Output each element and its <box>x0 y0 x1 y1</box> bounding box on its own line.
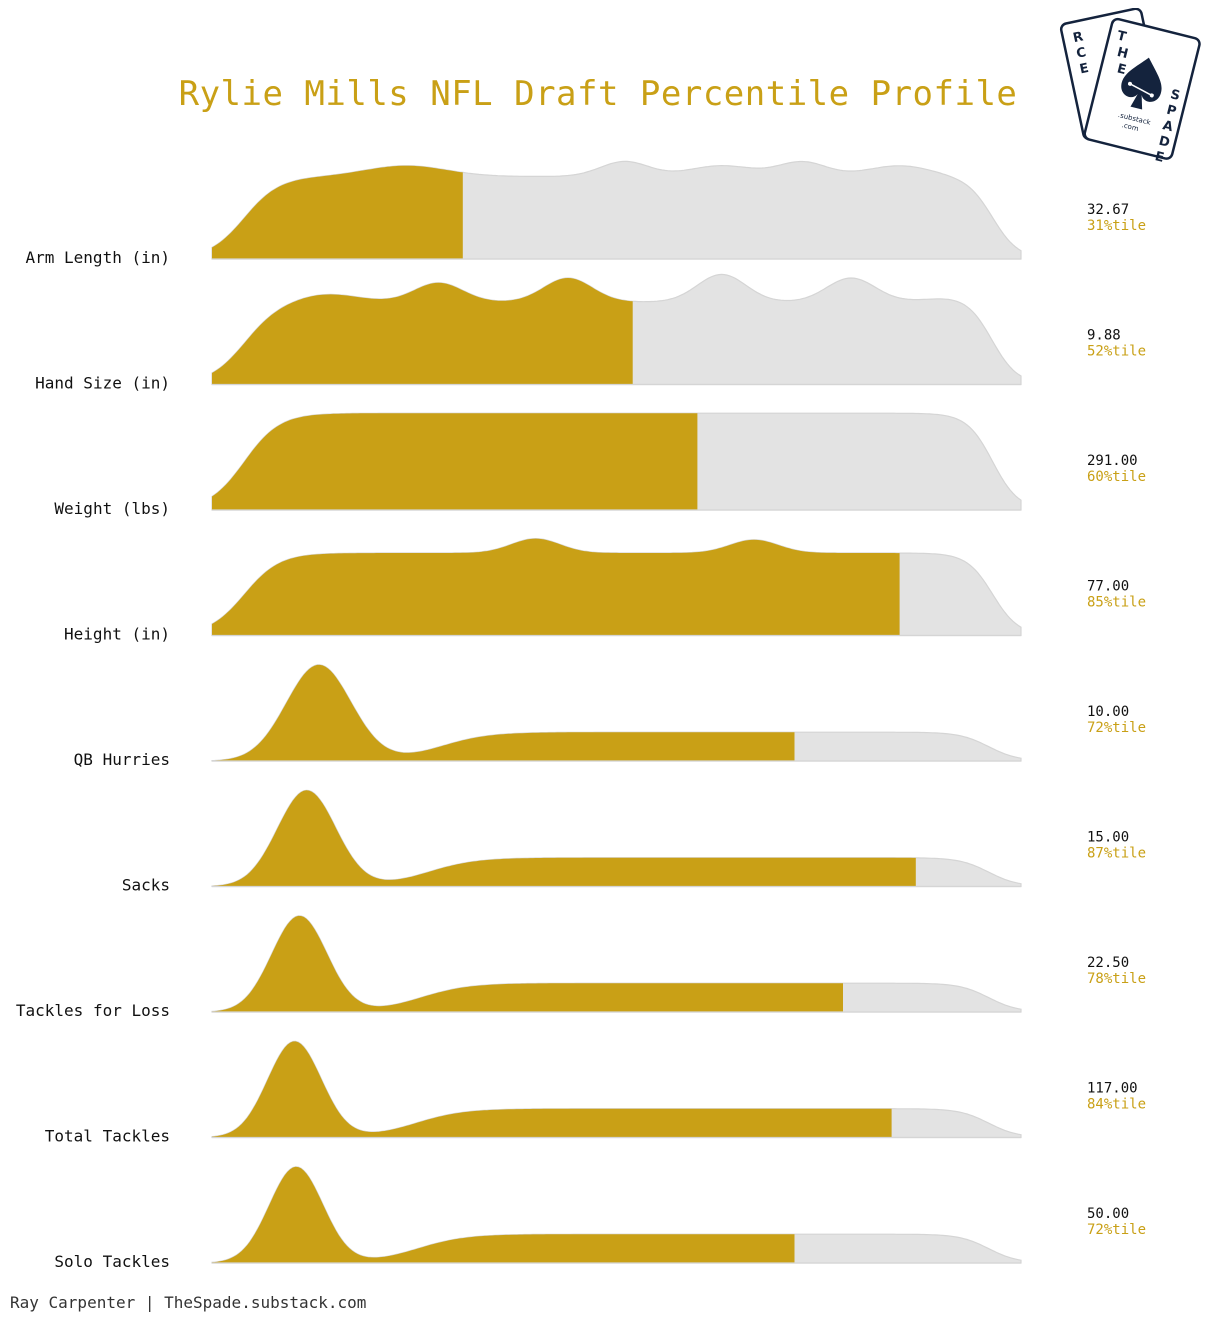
row-value: 32.67 <box>1087 202 1129 218</box>
row-label: Weight (lbs) <box>54 499 170 518</box>
svg-text:A: A <box>1161 118 1174 135</box>
ridge-percentile-fill <box>212 413 698 510</box>
row-value: 10.00 <box>1087 704 1129 720</box>
row-percentile: 60%tile <box>1087 469 1146 485</box>
ridge-percentile-fill <box>212 664 795 761</box>
ridge-percentile-fill <box>212 278 633 385</box>
svg-text:.com: .com <box>1121 121 1140 133</box>
row-value: 22.50 <box>1087 955 1129 971</box>
svg-text:D: D <box>1157 134 1171 151</box>
svg-text:P: P <box>1165 103 1178 120</box>
row-percentile: 72%tile <box>1087 1222 1146 1238</box>
row-percentile: 52%tile <box>1087 344 1146 360</box>
row-percentile: 31%tile <box>1087 218 1146 234</box>
ridge-percentile-fill <box>212 1041 892 1138</box>
ridge-percentile-fill <box>212 1166 795 1263</box>
row-percentile: 85%tile <box>1087 595 1146 611</box>
svg-text:E: E <box>1153 149 1165 166</box>
row-label: QB Hurries <box>74 750 170 769</box>
row-label: Arm Length (in) <box>26 248 171 267</box>
row-percentile: 72%tile <box>1087 720 1146 736</box>
ridge-percentile-fill <box>212 538 900 636</box>
chart-title: Rylie Mills NFL Draft Percentile Profile <box>178 74 1018 114</box>
row-percentile: 84%tile <box>1087 1097 1146 1113</box>
svg-text:C: C <box>1075 45 1087 62</box>
row-label: Tackles for Loss <box>16 1001 170 1020</box>
footer-credit: Ray Carpenter | TheSpade.substack.com <box>10 1293 367 1312</box>
row-value: 9.88 <box>1087 328 1121 344</box>
row-label: Sacks <box>122 876 170 895</box>
svg-text:E: E <box>1115 61 1127 78</box>
row-percentile: 78%tile <box>1087 971 1146 987</box>
row-value: 291.00 <box>1087 453 1138 469</box>
the-spade-logo: R C E T H E S P A D E .substack .com <box>1059 8 1201 166</box>
row-percentile: 87%tile <box>1087 846 1146 862</box>
row-value: 77.00 <box>1087 579 1129 595</box>
svg-text:R: R <box>1072 29 1085 46</box>
ridge-percentile-fill <box>212 790 916 887</box>
ridge-percentile-fill <box>212 165 463 259</box>
ridge-percentile-fill <box>212 915 843 1012</box>
row-label: Solo Tackles <box>54 1252 170 1271</box>
row-label: Hand Size (in) <box>35 374 170 393</box>
svg-text:T: T <box>1115 28 1127 45</box>
svg-text:S: S <box>1169 87 1182 104</box>
row-value: 117.00 <box>1087 1081 1138 1097</box>
svg-text:E: E <box>1078 61 1090 78</box>
svg-text:H: H <box>1115 45 1129 62</box>
row-label: Total Tackles <box>45 1127 170 1146</box>
row-value: 50.00 <box>1087 1206 1129 1222</box>
row-label: Height (in) <box>64 625 170 644</box>
row-value: 15.00 <box>1087 830 1129 846</box>
